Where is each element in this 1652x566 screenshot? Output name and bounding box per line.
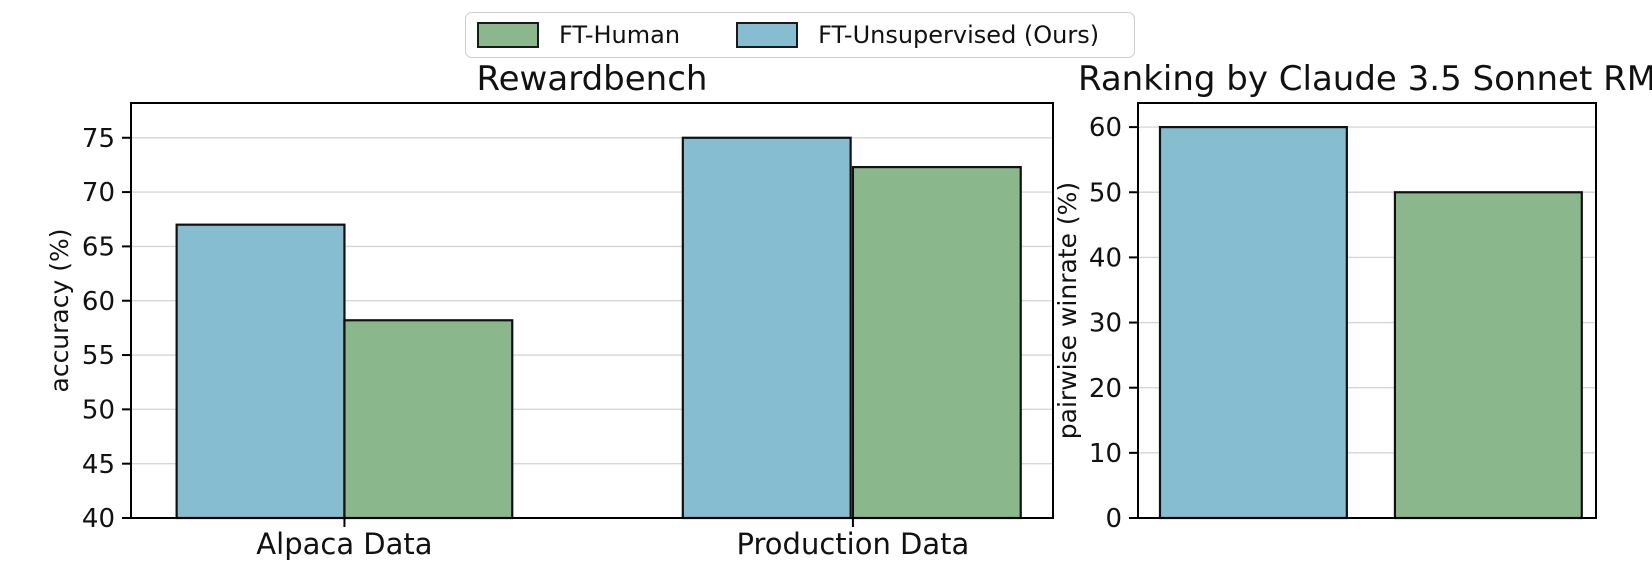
- plot-border: [130, 102, 1054, 519]
- legend-label-ft-human: FT-Human: [559, 21, 681, 49]
- y-tick-label: 10: [1089, 439, 1122, 469]
- bar-ft-unsupervised-ours-alpaca-data: [175, 223, 346, 520]
- legend-label-ft-unsupervised: FT-Unsupervised (Ours): [818, 21, 1100, 49]
- y-tick-label: 20: [1089, 374, 1122, 404]
- x-category-label: Alpaca Data: [256, 527, 432, 561]
- y-tick-label: 0: [1105, 504, 1122, 534]
- y-tick-label: 45: [82, 450, 115, 480]
- bar-ft-human-production-data: [851, 165, 1022, 520]
- legend-item-ft-human: FT-Human: [477, 22, 680, 48]
- x-category-label: Production Data: [737, 527, 970, 561]
- y-tick-label: 40: [82, 504, 115, 534]
- y-tick-label: 55: [82, 341, 115, 371]
- y-tick-label: 40: [1089, 244, 1122, 274]
- legend-swatch-ft-unsupervised: [736, 22, 799, 48]
- y-tick-label: 60: [82, 287, 115, 317]
- bar-ft-unsupervised-ours-production-data: [681, 136, 852, 520]
- legend: FT-Human FT-Unsupervised (Ours): [465, 12, 1135, 58]
- legend-item-ft-unsupervised: FT-Unsupervised (Ours): [736, 22, 1099, 48]
- bar-ft-unsupervised-ours: [1158, 126, 1348, 520]
- y-tick-label: 70: [82, 178, 115, 208]
- y-tick-label: 50: [1089, 178, 1122, 208]
- y-axis-label: pairwise winrate (%): [1053, 182, 1082, 439]
- legend-swatch-ft-human: [477, 22, 539, 48]
- plot-border: [1137, 102, 1597, 519]
- bar-ft-human-alpaca-data: [343, 319, 514, 520]
- y-axis-label: accuracy (%): [45, 228, 74, 392]
- y-tick-label: 50: [82, 395, 115, 425]
- y-tick-label: 30: [1089, 309, 1122, 339]
- y-tick-label: 65: [82, 233, 115, 263]
- y-tick-label: 60: [1089, 113, 1122, 143]
- chart-title: Ranking by Claude 3.5 Sonnet RM: [1078, 59, 1652, 99]
- chart-title: Rewardbench: [477, 59, 708, 99]
- y-tick-label: 75: [82, 124, 115, 154]
- bar-ft-human: [1393, 191, 1583, 520]
